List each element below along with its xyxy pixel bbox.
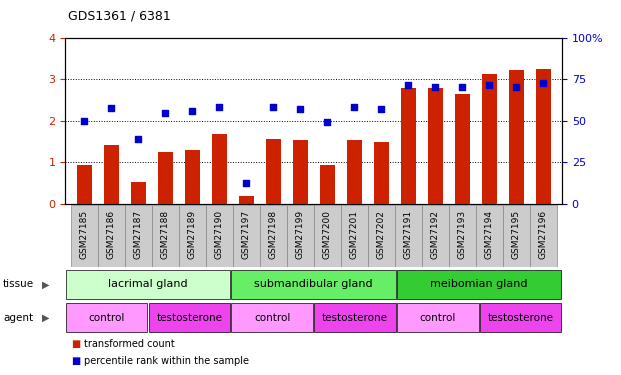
- Text: GSM27197: GSM27197: [242, 210, 251, 259]
- Bar: [536, 69, 551, 204]
- Bar: [428, 88, 443, 204]
- Text: control: control: [420, 313, 456, 323]
- Text: GSM27191: GSM27191: [404, 210, 412, 259]
- Text: tissue: tissue: [3, 279, 34, 290]
- Text: ■: ■: [71, 356, 81, 366]
- Point: [457, 84, 467, 90]
- Text: transformed count: transformed count: [84, 339, 175, 349]
- Bar: [394, 205, 422, 267]
- Bar: [97, 205, 125, 267]
- Text: GSM27190: GSM27190: [215, 210, 224, 259]
- Bar: [232, 303, 313, 333]
- Text: submandibular gland: submandibular gland: [254, 279, 373, 290]
- Bar: [320, 165, 335, 204]
- Text: GSM27202: GSM27202: [376, 210, 386, 259]
- Bar: [71, 205, 97, 267]
- Text: GSM27188: GSM27188: [161, 210, 170, 259]
- Text: GSM27195: GSM27195: [512, 210, 520, 259]
- Point: [430, 84, 440, 90]
- Bar: [66, 303, 147, 333]
- Bar: [397, 270, 561, 299]
- Text: testosterone: testosterone: [156, 313, 222, 323]
- Text: GSM27187: GSM27187: [134, 210, 143, 259]
- Bar: [448, 205, 476, 267]
- Point: [322, 119, 332, 125]
- Text: GSM27193: GSM27193: [458, 210, 466, 259]
- Text: control: control: [88, 313, 125, 323]
- Text: meibomian gland: meibomian gland: [430, 279, 528, 290]
- Bar: [152, 205, 179, 267]
- Text: agent: agent: [3, 313, 34, 323]
- Point: [403, 82, 413, 88]
- Point: [106, 105, 116, 111]
- Bar: [260, 205, 287, 267]
- Bar: [148, 303, 230, 333]
- Point: [241, 180, 251, 186]
- Bar: [287, 205, 314, 267]
- Point: [511, 84, 521, 90]
- Text: GSM27185: GSM27185: [79, 210, 89, 259]
- Point: [484, 82, 494, 88]
- Text: ▶: ▶: [42, 279, 50, 290]
- Bar: [422, 205, 448, 267]
- Bar: [374, 142, 389, 204]
- Bar: [125, 205, 152, 267]
- Text: testosterone: testosterone: [322, 313, 388, 323]
- Text: GSM27199: GSM27199: [296, 210, 305, 259]
- Bar: [502, 205, 530, 267]
- Point: [160, 110, 170, 116]
- Text: GSM27192: GSM27192: [430, 210, 440, 259]
- Text: percentile rank within the sample: percentile rank within the sample: [84, 356, 249, 366]
- Bar: [314, 303, 396, 333]
- Text: GSM27196: GSM27196: [538, 210, 548, 259]
- Bar: [401, 88, 415, 204]
- Bar: [206, 205, 233, 267]
- Bar: [340, 205, 368, 267]
- Text: GSM27201: GSM27201: [350, 210, 358, 259]
- Bar: [130, 182, 145, 204]
- Point: [268, 104, 278, 110]
- Point: [376, 106, 386, 112]
- Text: GDS1361 / 6381: GDS1361 / 6381: [68, 9, 171, 22]
- Bar: [233, 205, 260, 267]
- Bar: [482, 74, 497, 204]
- Text: GSM27198: GSM27198: [269, 210, 278, 259]
- Bar: [480, 303, 561, 333]
- Bar: [347, 141, 361, 204]
- Bar: [509, 70, 524, 204]
- Bar: [476, 205, 502, 267]
- Text: ■: ■: [71, 339, 81, 349]
- Text: GSM27189: GSM27189: [188, 210, 197, 259]
- Bar: [266, 139, 281, 204]
- Point: [214, 104, 224, 110]
- Point: [538, 80, 548, 86]
- Text: GSM27194: GSM27194: [484, 210, 494, 259]
- Text: testosterone: testosterone: [487, 313, 553, 323]
- Bar: [158, 152, 173, 204]
- Text: GSM27186: GSM27186: [107, 210, 116, 259]
- Text: GSM27200: GSM27200: [322, 210, 332, 259]
- Point: [187, 108, 197, 114]
- Point: [79, 118, 89, 124]
- Bar: [397, 303, 479, 333]
- Bar: [292, 141, 307, 204]
- Text: ▶: ▶: [42, 313, 50, 323]
- Bar: [314, 205, 340, 267]
- Point: [295, 106, 305, 112]
- Bar: [530, 205, 556, 267]
- Bar: [455, 94, 469, 204]
- Bar: [368, 205, 394, 267]
- Point: [133, 136, 143, 142]
- Bar: [76, 165, 91, 204]
- Bar: [232, 270, 396, 299]
- Bar: [184, 150, 199, 204]
- Bar: [179, 205, 206, 267]
- Text: control: control: [254, 313, 291, 323]
- Bar: [104, 145, 119, 204]
- Text: lacrimal gland: lacrimal gland: [108, 279, 188, 290]
- Bar: [212, 134, 227, 204]
- Point: [349, 104, 359, 110]
- Bar: [238, 196, 253, 204]
- Bar: [66, 270, 230, 299]
